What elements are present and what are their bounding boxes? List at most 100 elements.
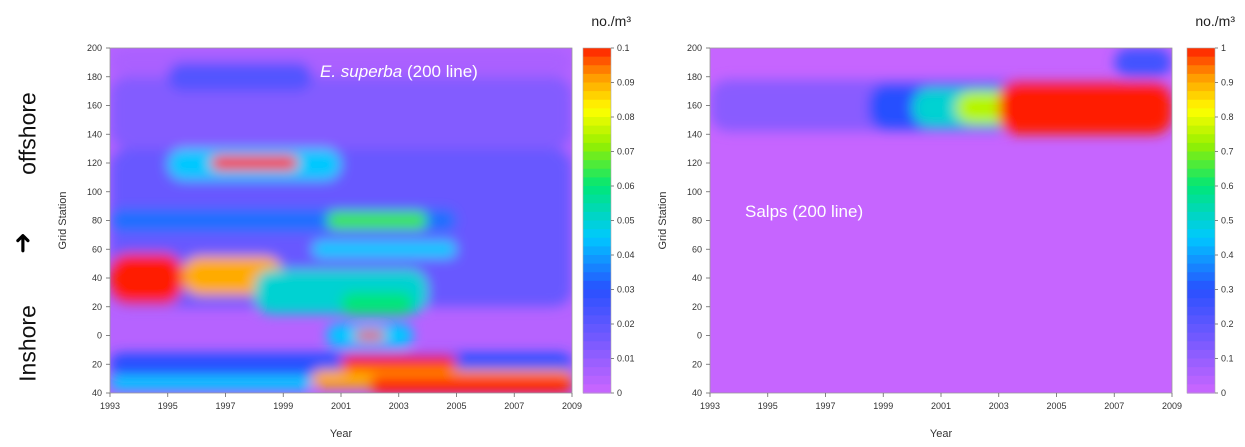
heatmap-region-19 — [369, 375, 572, 393]
y-tick-label: 160 — [687, 101, 702, 111]
y-tick-label: 200 — [87, 43, 102, 53]
colorbar-tick-label: 0.03 — [617, 285, 635, 295]
colorbar-swatch — [1187, 367, 1215, 377]
colorbar-swatch — [1187, 73, 1215, 84]
chart-title: E. superba (200 line) — [320, 62, 478, 81]
colorbar-swatch — [583, 48, 611, 58]
heatmap-region-7 — [326, 211, 428, 230]
x-tick-label: 1993 — [100, 401, 120, 411]
colorbar-swatch — [1187, 289, 1215, 299]
x-tick-label: 1997 — [815, 401, 835, 411]
colorbar-swatch — [583, 168, 611, 178]
y-axis-label: Grid Station — [57, 191, 69, 249]
colorbar-swatch — [583, 125, 611, 135]
colorbar-swatch — [1187, 177, 1215, 187]
colorbar-swatch — [1187, 211, 1215, 222]
heatmap-region-17 — [110, 375, 313, 391]
colorbar-swatch — [1187, 125, 1215, 135]
colorbar-swatch — [583, 203, 611, 213]
x-tick-label: 1999 — [873, 401, 893, 411]
colorbar-swatch — [1187, 263, 1215, 273]
colorbar-swatch — [583, 255, 611, 265]
x-tick-label: 2005 — [1046, 401, 1066, 411]
colorbar-swatch — [583, 108, 611, 118]
y-axis-label: Grid Station — [657, 191, 669, 249]
x-tick-label: 2003 — [389, 401, 409, 411]
colorbar-swatch — [1187, 91, 1215, 101]
colorbar-swatch — [583, 194, 611, 204]
colorbar-swatch — [1187, 151, 1215, 161]
colorbar-tick-label: 0.2 — [1221, 319, 1234, 329]
colorbar-swatch — [583, 117, 611, 127]
heatmap-region-5 — [211, 155, 298, 171]
y-tick-label: 60 — [92, 244, 102, 254]
colorbar-swatch — [1187, 194, 1215, 204]
heatmap-region-8 — [312, 240, 457, 258]
colorbar-swatch — [583, 186, 611, 196]
x-tick-label: 1999 — [273, 401, 293, 411]
colorbar-swatch — [583, 56, 611, 66]
y-tick-label: 40 — [692, 273, 702, 283]
x-tick-label: 2003 — [989, 401, 1009, 411]
x-tick-label: 1995 — [758, 401, 778, 411]
colorbar-swatch — [583, 211, 611, 222]
colorbar-swatch — [583, 298, 611, 308]
colorbar-swatch — [583, 220, 611, 230]
colorbar-swatch — [1187, 349, 1215, 360]
colorbar-swatch — [1187, 237, 1215, 247]
colorbar-swatch — [583, 306, 611, 316]
colorbar-swatch — [583, 151, 611, 161]
colorbar-swatch — [583, 65, 611, 75]
colorbar-swatch — [583, 237, 611, 247]
colorbar-tick-label: 0.6 — [1221, 181, 1234, 191]
heatmap-region-12 — [341, 292, 414, 316]
x-tick-label: 2001 — [331, 401, 351, 411]
heatmap-region-9 — [110, 253, 183, 304]
colorbar-swatch — [1187, 280, 1215, 291]
y-tick-label: 160 — [87, 101, 102, 111]
colorbar-tick-label: 1 — [1221, 43, 1226, 53]
colorbar-tick-label: 0 — [1221, 388, 1226, 398]
colorbar-swatch — [1187, 82, 1215, 92]
colorbar-tick-label: 0.5 — [1221, 216, 1234, 226]
y-tick-label: 140 — [687, 129, 702, 139]
colorbar-unit-label: no./m³ — [591, 13, 631, 29]
heatmap-region-1 — [110, 76, 572, 149]
y-tick-label: 40 — [92, 388, 102, 398]
y-tick-label: 20 — [92, 359, 102, 369]
colorbar-swatch — [583, 272, 611, 282]
x-tick-label: 2007 — [504, 401, 524, 411]
colorbar-swatch — [583, 332, 611, 342]
y-tick-label: 180 — [87, 72, 102, 82]
x-tick-label: 2007 — [1104, 401, 1124, 411]
y-tick-label: 20 — [692, 359, 702, 369]
colorbar-swatch — [1187, 341, 1215, 351]
colorbar-swatch — [583, 229, 611, 239]
colorbar-tick-label: 0.3 — [1221, 285, 1234, 295]
y-tick-label: 80 — [692, 216, 702, 226]
x-tick-label: 1997 — [215, 401, 235, 411]
heatmap-region-16 — [341, 355, 457, 373]
colorbar-swatch — [1187, 186, 1215, 196]
colorbar-swatch — [583, 91, 611, 101]
y-tick-label: 0 — [697, 331, 702, 341]
colorbar-tick-label: 0.06 — [617, 181, 635, 191]
colorbar-swatch — [583, 177, 611, 187]
colorbar-swatch — [583, 375, 611, 385]
colorbar-swatch — [583, 263, 611, 273]
chart-title: Salps (200 line) — [745, 202, 863, 221]
colorbar-tick-label: 0.05 — [617, 216, 635, 226]
colorbar-tick-label: 0.7 — [1221, 147, 1234, 157]
heatmap-region-14 — [355, 331, 385, 340]
x-tick-label: 1995 — [158, 401, 178, 411]
heatmap-region-4 — [998, 81, 1172, 135]
chart-title-rest: (200 line) — [402, 62, 478, 81]
colorbar-swatch — [1187, 203, 1215, 213]
colorbar-swatch — [1187, 246, 1215, 256]
colorbar-tick-label: 0.07 — [617, 147, 635, 157]
colorbar-tick-label: 0.1 — [1221, 354, 1234, 364]
y-tick-label: 180 — [687, 72, 702, 82]
x-tick-label: 2001 — [931, 401, 951, 411]
chart-title-italic: E. superba — [320, 62, 402, 81]
y-tick-label: 20 — [692, 302, 702, 312]
